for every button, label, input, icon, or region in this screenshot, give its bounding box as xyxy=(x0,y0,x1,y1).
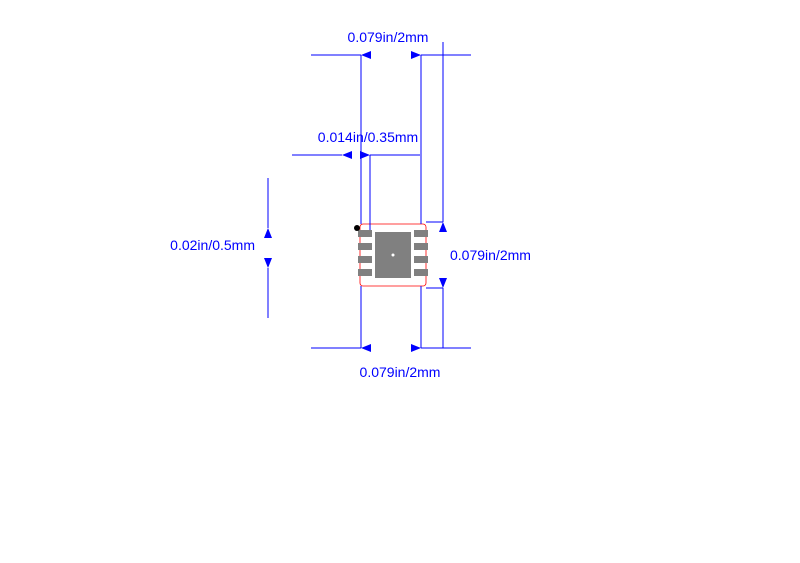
pad-left-4 xyxy=(358,269,372,276)
dimension-label: 0.079in/2mm xyxy=(450,247,531,263)
dimension-body-width-top: 0.079in/2mm xyxy=(311,29,471,224)
pad-left-3 xyxy=(358,256,372,263)
pad-right-2 xyxy=(414,243,428,250)
pad-left-1 xyxy=(358,230,372,237)
center-dot xyxy=(392,254,395,257)
pad-right-4 xyxy=(414,269,428,276)
pad-right-3 xyxy=(414,256,428,263)
pad-right-1 xyxy=(414,230,428,237)
pin1-marker xyxy=(354,225,360,231)
dimension-label: 0.079in/2mm xyxy=(348,29,429,45)
dimension-pad-height: 0.02in/0.5mm xyxy=(170,178,272,318)
dimension-pad-width: 0.014in/0.35mm xyxy=(292,129,420,230)
dimension-label: 0.079in/2mm xyxy=(360,364,441,380)
ic-component xyxy=(354,224,428,286)
dimension-label: 0.02in/0.5mm xyxy=(170,237,255,253)
pad-left-2 xyxy=(358,243,372,250)
dimension-label: 0.014in/0.35mm xyxy=(318,129,418,145)
dimension-body-height: 0.079in/2mm xyxy=(426,42,531,348)
engineering-drawing: 0.079in/2mm 0.014in/0.35mm 0.079in/2mm 0.02… xyxy=(0,0,800,563)
dimension-pad-spacing-bottom: 0.079in/2mm xyxy=(311,286,471,380)
